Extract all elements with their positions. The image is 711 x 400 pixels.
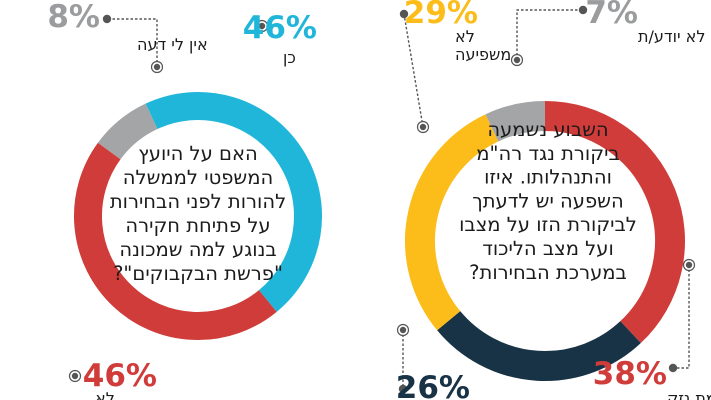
donut-slice-3 xyxy=(97,103,158,160)
question-line: להורות לפני הבחירות xyxy=(110,190,286,213)
question-line: "פרשת הבקבוקים"? xyxy=(113,262,283,285)
leader-dot-core xyxy=(71,372,79,380)
slice-label: משפיעה xyxy=(455,45,511,64)
donut-slice-3 xyxy=(437,310,641,381)
question-line: המשפטי לממשלה xyxy=(123,166,273,189)
question-line: לביקורת הזו על מצבו xyxy=(459,213,637,236)
question-line: במערכת הבחירות? xyxy=(469,261,627,284)
question-line: ועל מצב הליכוד xyxy=(482,237,614,260)
question-line: האם על היועץ xyxy=(138,142,258,165)
leader-end-dot xyxy=(399,9,409,19)
leader-dot-core xyxy=(258,22,266,30)
leader-end-dot xyxy=(102,14,112,24)
question-line: השבוע נשמעה xyxy=(487,118,608,141)
leader-dot-core xyxy=(153,63,161,71)
donut-slice-1 xyxy=(145,92,322,312)
leader-dot-core xyxy=(685,261,693,269)
leader-line xyxy=(107,18,158,67)
donut-slice-2 xyxy=(73,142,277,340)
slice-percent: 46% xyxy=(83,358,157,394)
question-line: בנוגע למה שמכונה xyxy=(119,238,276,261)
leader-end-dot xyxy=(398,384,408,394)
donut-slice-4 xyxy=(405,114,499,331)
leader-dot-core xyxy=(419,123,427,131)
leader-end-dot xyxy=(578,5,588,15)
leader-dot-core xyxy=(513,56,521,64)
slice-label: לא xyxy=(455,27,475,46)
slice-label: לא xyxy=(95,389,115,400)
leader-line xyxy=(516,9,583,60)
slice-label: גורמת נזק xyxy=(667,389,711,400)
slice-percent: 8% xyxy=(47,0,100,35)
leader-end-dot xyxy=(668,363,678,373)
slice-percent: 46% xyxy=(243,10,317,46)
leader-line xyxy=(403,13,424,128)
slice-percent: 26% xyxy=(396,370,470,400)
question-line: השפעה יש לדעתך xyxy=(472,189,623,212)
slice-label: אין לי דעה xyxy=(137,35,208,54)
slice-label: לא יודע/ת xyxy=(638,27,705,46)
leader-line xyxy=(673,265,690,369)
slice-percent: 29% xyxy=(404,0,478,31)
leader-dot-core xyxy=(399,326,407,334)
question-line: ביקורת נגד רה"מ xyxy=(476,142,619,165)
slice-label: כן xyxy=(283,48,296,67)
donut-slice-2 xyxy=(544,101,685,344)
slice-percent: 7% xyxy=(585,0,638,31)
question-line: והתנהלותו. איזו xyxy=(484,166,612,189)
question-line: על פתיחת חקירה xyxy=(125,214,270,237)
donut-slice-1 xyxy=(485,101,546,142)
slice-percent: 38% xyxy=(593,356,667,392)
